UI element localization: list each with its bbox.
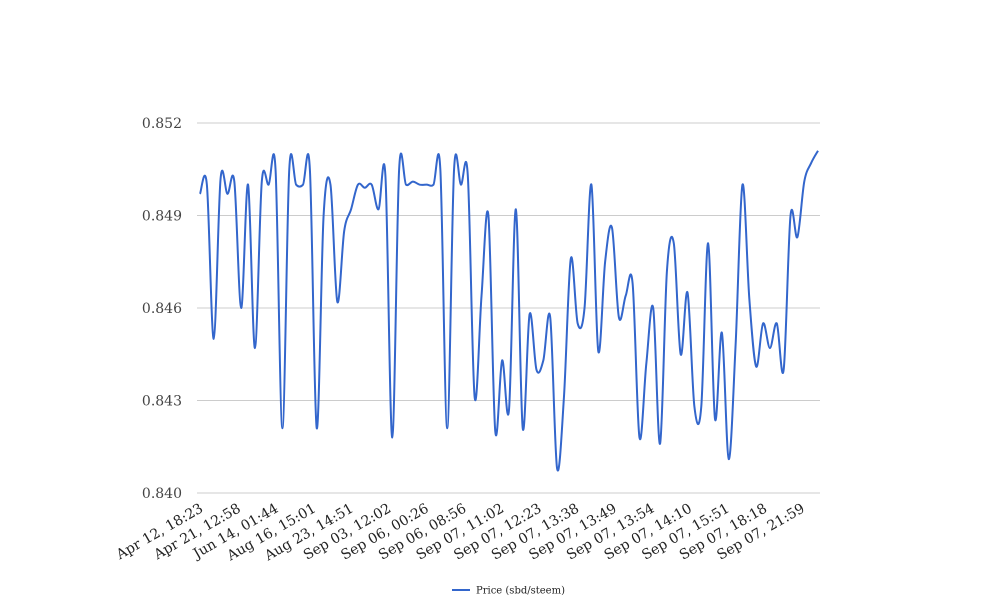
legend-label: Price (sbd/steem) [476, 586, 565, 597]
y-tick-label: 0.843 [142, 394, 182, 410]
y-axis-ticks: 0.852 0.849 0.846 0.843 0.840 [142, 116, 182, 502]
gridlines [197, 122, 820, 494]
y-tick-label: 0.852 [142, 116, 182, 132]
legend[interactable]: Price (sbd/steem) [452, 586, 565, 597]
y-tick-label: 0.840 [142, 486, 182, 502]
y-tick-label: 0.846 [142, 301, 182, 317]
y-tick-label: 0.849 [142, 209, 182, 225]
price-series-line [199, 150, 819, 472]
